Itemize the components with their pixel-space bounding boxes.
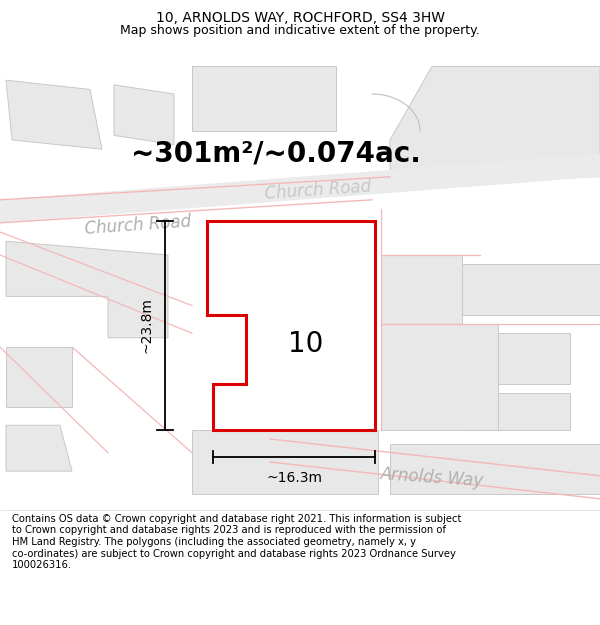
Text: Contains OS data © Crown copyright and database right 2021. This information is : Contains OS data © Crown copyright and d… (12, 514, 461, 570)
Polygon shape (462, 264, 600, 315)
Text: ~301m²/~0.074ac.: ~301m²/~0.074ac. (131, 140, 421, 168)
Polygon shape (207, 221, 375, 430)
Polygon shape (192, 66, 336, 131)
Polygon shape (462, 393, 570, 430)
Polygon shape (390, 66, 600, 177)
Polygon shape (6, 347, 72, 407)
Text: Map shows position and indicative extent of the property.: Map shows position and indicative extent… (120, 24, 480, 38)
Polygon shape (381, 255, 498, 430)
Polygon shape (192, 430, 378, 494)
Polygon shape (6, 241, 168, 338)
Polygon shape (462, 333, 570, 384)
Text: Church Road: Church Road (264, 178, 372, 203)
Text: ~23.8m: ~23.8m (140, 298, 154, 353)
Polygon shape (114, 85, 174, 144)
Text: 10: 10 (289, 329, 323, 357)
Text: Church Road: Church Road (84, 213, 192, 238)
Polygon shape (0, 154, 600, 222)
Text: Arnolds Way: Arnolds Way (380, 466, 484, 491)
Text: 10, ARNOLDS WAY, ROCHFORD, SS4 3HW: 10, ARNOLDS WAY, ROCHFORD, SS4 3HW (155, 11, 445, 24)
Polygon shape (6, 425, 72, 471)
Polygon shape (6, 80, 102, 149)
Text: ~16.3m: ~16.3m (266, 471, 322, 485)
Polygon shape (390, 444, 600, 494)
